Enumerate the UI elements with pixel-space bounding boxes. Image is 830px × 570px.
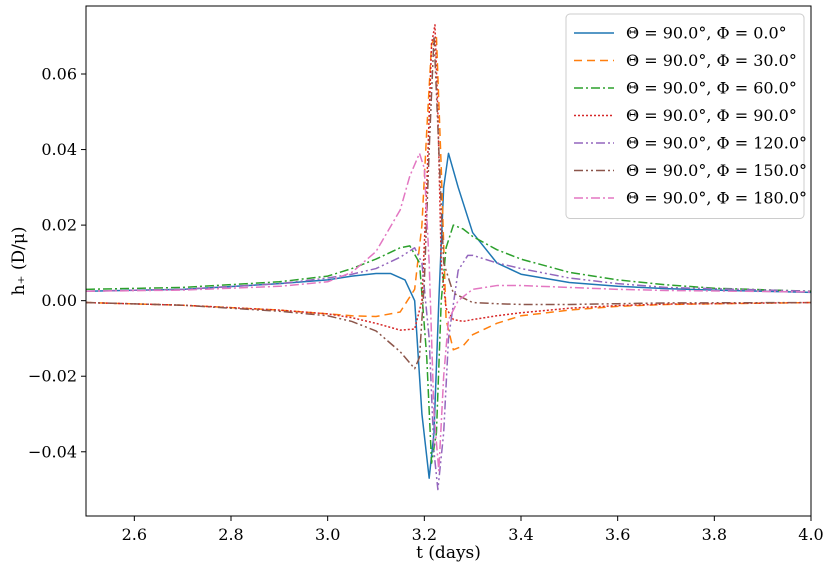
x-tick-label: 2.6: [122, 525, 147, 544]
y-ticks: −0.04 −0.02 0.00 0.02 0.04 0.06: [28, 65, 86, 461]
y-tick-label: −0.04: [28, 442, 77, 461]
series-line-2: [86, 224, 811, 464]
y-tick-label: 0.06: [41, 65, 77, 84]
legend-label: Θ = 90.0°, Φ = 180.0°: [626, 189, 807, 208]
x-tick-label: 2.8: [218, 525, 243, 544]
series-line-1: [86, 35, 811, 351]
legend-box: [565, 13, 805, 219]
y-tick-label: 0.00: [41, 291, 77, 310]
x-tick-label: 3.0: [315, 525, 340, 544]
series-line-6: [86, 152, 811, 472]
x-tick-label: 3.6: [605, 525, 630, 544]
series-line-0: [86, 152, 811, 479]
plot-frame: [85, 5, 812, 517]
x-tick-label: 3.4: [508, 525, 533, 544]
y-tick-label: 0.04: [41, 140, 77, 159]
y-axis-label: h₊ (D/μ): [9, 227, 29, 296]
legend-label: Θ = 90.0°, Φ = 120.0°: [626, 134, 807, 153]
y-tick-label: 0.02: [41, 216, 77, 235]
legend-label: Θ = 90.0°, Φ = 150.0°: [626, 161, 807, 180]
y-tick-label: −0.02: [28, 367, 77, 386]
x-axis-label: t (days): [416, 543, 481, 563]
x-tick-label: 3.2: [412, 525, 437, 544]
series-line-5: [86, 35, 811, 370]
legend-label: Θ = 90.0°, Φ = 0.0°: [626, 24, 787, 43]
legend-label: Θ = 90.0°, Φ = 30.0°: [626, 51, 797, 70]
legend-label: Θ = 90.0°, Φ = 60.0°: [626, 79, 797, 98]
legend: Θ = 90.0°, Φ = 0.0° Θ = 90.0°, Φ = 30.0° Θ…: [565, 13, 807, 219]
series-line-4: [86, 247, 811, 491]
legend-label: Θ = 90.0°, Φ = 90.0°: [626, 106, 797, 125]
series-lines: [86, 24, 811, 491]
x-tick-label: 3.8: [702, 525, 727, 544]
x-tick-label: 4.0: [798, 525, 823, 544]
x-ticks: 2.6 2.8 3.0 3.2 3.4 3.6 3.8 4.0: [122, 516, 824, 544]
